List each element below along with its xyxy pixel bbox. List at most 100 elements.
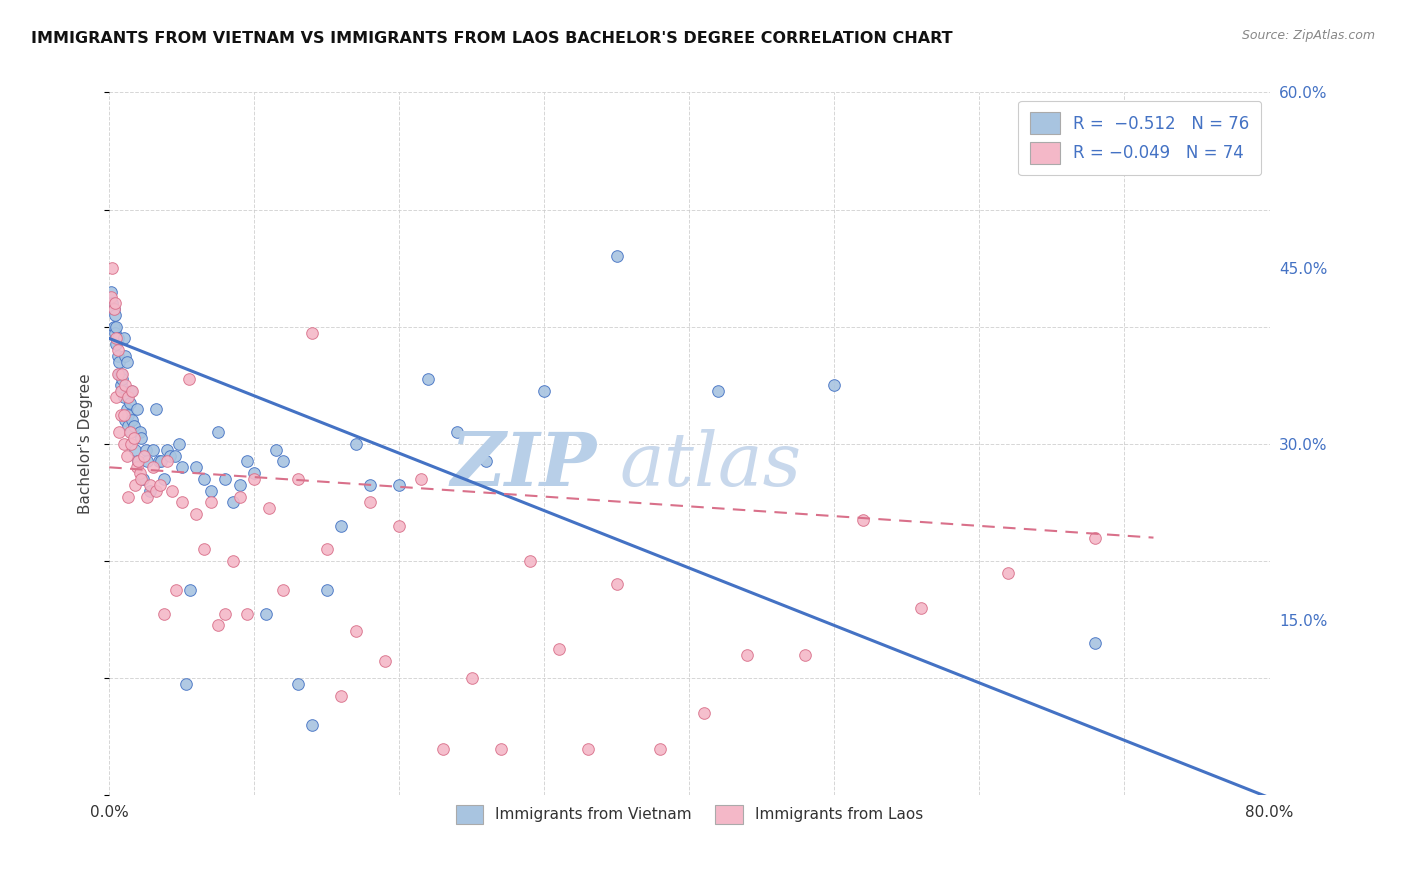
- Point: [139, 483, 162, 498]
- Point: [122, 431, 145, 445]
- Point: [128, 466, 150, 480]
- Point: [287, 677, 309, 691]
- Y-axis label: Bachelor's Degree: Bachelor's Degree: [79, 374, 93, 514]
- Point: [243, 466, 266, 480]
- Point: [105, 331, 128, 345]
- Point: [115, 355, 138, 369]
- Point: [120, 384, 142, 399]
- Point: [121, 384, 143, 399]
- Point: [153, 472, 176, 486]
- Point: [108, 355, 131, 369]
- Point: [103, 302, 125, 317]
- Point: [107, 331, 129, 345]
- Point: [112, 408, 135, 422]
- Point: [852, 513, 875, 527]
- Point: [315, 583, 337, 598]
- Point: [533, 384, 555, 399]
- Point: [145, 401, 167, 416]
- Point: [142, 460, 165, 475]
- Point: [475, 454, 498, 468]
- Point: [120, 437, 142, 451]
- Point: [650, 741, 672, 756]
- Point: [110, 367, 132, 381]
- Point: [118, 425, 141, 439]
- Point: [167, 437, 190, 451]
- Point: [105, 390, 128, 404]
- Point: [221, 495, 243, 509]
- Point: [115, 401, 138, 416]
- Point: [186, 460, 208, 475]
- Point: [489, 741, 512, 756]
- Point: [112, 437, 135, 451]
- Point: [1084, 531, 1107, 545]
- Point: [103, 319, 125, 334]
- Point: [127, 454, 149, 468]
- Text: ZIP: ZIP: [450, 429, 596, 501]
- Legend: Immigrants from Vietnam, Immigrants from Laos: Immigrants from Vietnam, Immigrants from…: [447, 796, 932, 833]
- Point: [153, 607, 176, 621]
- Point: [105, 337, 128, 351]
- Point: [910, 601, 932, 615]
- Point: [108, 425, 131, 439]
- Point: [823, 378, 845, 392]
- Point: [125, 401, 148, 416]
- Point: [374, 654, 396, 668]
- Point: [229, 478, 252, 492]
- Point: [707, 384, 730, 399]
- Point: [221, 554, 243, 568]
- Point: [150, 454, 173, 468]
- Point: [159, 449, 181, 463]
- Point: [287, 472, 309, 486]
- Point: [111, 367, 134, 381]
- Point: [257, 501, 280, 516]
- Point: [124, 478, 146, 492]
- Point: [271, 583, 294, 598]
- Point: [101, 261, 124, 276]
- Point: [547, 641, 569, 656]
- Point: [129, 431, 152, 445]
- Point: [112, 331, 135, 345]
- Point: [104, 308, 127, 322]
- Point: [207, 618, 229, 632]
- Point: [105, 319, 128, 334]
- Point: [193, 472, 215, 486]
- Point: [330, 519, 353, 533]
- Point: [149, 478, 172, 492]
- Point: [136, 454, 159, 468]
- Point: [131, 472, 153, 486]
- Point: [125, 460, 148, 475]
- Point: [104, 326, 127, 340]
- Point: [165, 583, 187, 598]
- Point: [170, 460, 193, 475]
- Point: [606, 577, 628, 591]
- Point: [118, 396, 141, 410]
- Point: [115, 449, 138, 463]
- Point: [122, 419, 145, 434]
- Point: [132, 449, 155, 463]
- Point: [330, 689, 353, 703]
- Point: [136, 490, 159, 504]
- Point: [110, 408, 132, 422]
- Point: [737, 648, 759, 662]
- Point: [177, 372, 200, 386]
- Point: [214, 472, 236, 486]
- Point: [101, 296, 124, 310]
- Point: [117, 419, 139, 434]
- Point: [794, 648, 817, 662]
- Point: [129, 472, 152, 486]
- Point: [103, 302, 125, 317]
- Point: [112, 390, 135, 404]
- Point: [108, 367, 131, 381]
- Point: [236, 607, 259, 621]
- Point: [148, 454, 170, 468]
- Point: [114, 378, 136, 392]
- Point: [174, 677, 197, 691]
- Point: [124, 442, 146, 457]
- Point: [344, 437, 367, 451]
- Point: [229, 490, 252, 504]
- Point: [104, 296, 127, 310]
- Point: [110, 378, 132, 392]
- Point: [186, 507, 208, 521]
- Point: [519, 554, 541, 568]
- Point: [359, 478, 381, 492]
